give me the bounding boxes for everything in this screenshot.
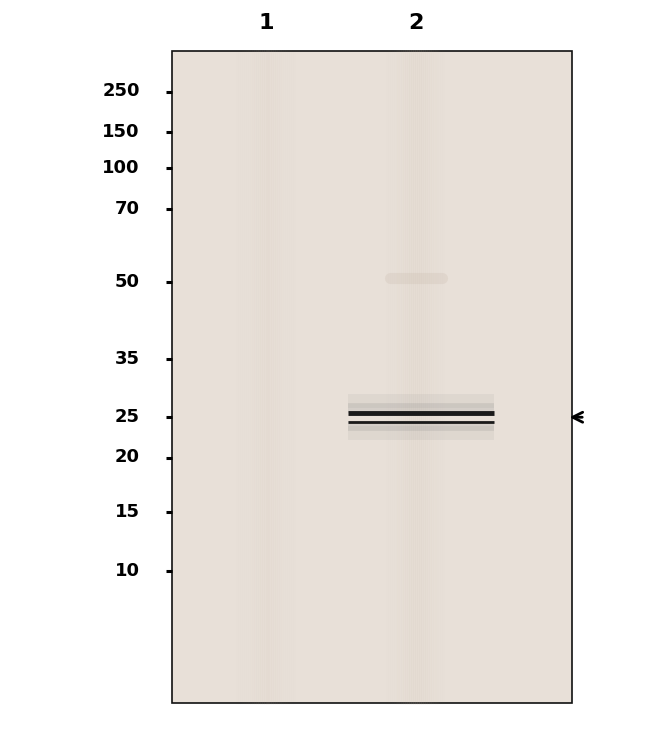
Text: 70: 70 [115, 200, 140, 217]
Bar [172, 51, 572, 703]
Text: 35: 35 [115, 350, 140, 367]
Text: 10: 10 [115, 562, 140, 580]
Text: 20: 20 [115, 449, 140, 466]
Text: 150: 150 [102, 123, 140, 141]
Text: 2: 2 [408, 13, 424, 33]
Text: 50: 50 [115, 273, 140, 291]
Text: 250: 250 [102, 83, 140, 100]
Text: 1: 1 [259, 13, 274, 33]
Text: 100: 100 [102, 160, 140, 177]
Text: 25: 25 [115, 408, 140, 426]
Text: 15: 15 [115, 504, 140, 521]
